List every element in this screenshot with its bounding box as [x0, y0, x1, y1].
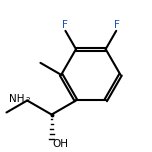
- Text: F: F: [62, 20, 68, 30]
- Text: NH: NH: [9, 94, 25, 104]
- Text: F: F: [114, 20, 120, 30]
- Text: 2: 2: [25, 97, 30, 103]
- Text: OH: OH: [53, 139, 69, 149]
